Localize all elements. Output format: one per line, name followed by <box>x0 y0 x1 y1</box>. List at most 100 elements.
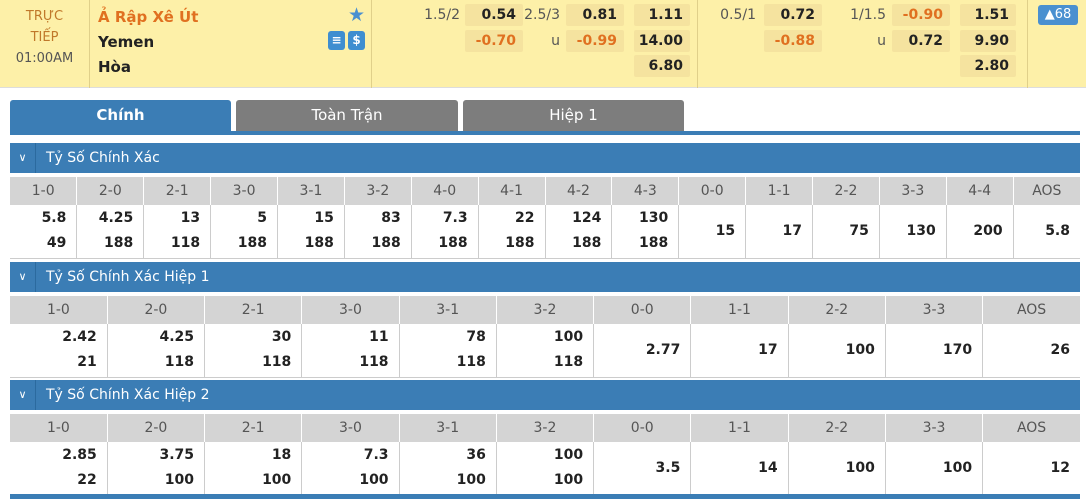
odds-cell[interactable]: 1.51 <box>960 4 1016 26</box>
score-odds-cell[interactable]: 7.3 100 <box>301 442 400 496</box>
tab-main[interactable]: Chính <box>10 100 231 135</box>
score-odds-cell[interactable]: 130 <box>879 205 947 259</box>
score-odds-cell[interactable]: 4.25 188 <box>76 205 145 259</box>
score-odds-cell[interactable]: 17 <box>690 324 789 378</box>
odds-cell[interactable]: 0.81 <box>566 4 624 26</box>
score-odds-cell[interactable]: 2.42 21 <box>10 324 108 378</box>
score-odds-cell[interactable]: 83 188 <box>344 205 412 259</box>
tab-fulltime[interactable]: Toàn Trận <box>236 100 458 131</box>
home-odds[interactable]: 4.25 <box>98 210 134 227</box>
dollar-icon[interactable]: $ <box>348 31 365 50</box>
odds-cell[interactable]: 0.72 <box>764 4 822 26</box>
home-odds[interactable]: 2.42 <box>62 329 97 346</box>
home-odds[interactable]: 5 <box>257 210 267 227</box>
home-odds[interactable]: 4.25 <box>159 329 195 346</box>
home-odds[interactable]: 130 <box>906 222 936 239</box>
home-odds[interactable]: 124 <box>572 210 602 227</box>
away-team[interactable]: Yemen <box>98 33 155 51</box>
chevron-down-icon[interactable]: ∨ <box>10 143 36 173</box>
score-odds-cell[interactable]: 22 188 <box>478 205 546 259</box>
home-odds[interactable]: 3.5 <box>655 459 681 476</box>
section-header[interactable]: ∨ Tỷ Số Chính Xác <box>10 143 1080 173</box>
away-odds[interactable]: 188 <box>371 235 401 252</box>
away-odds[interactable]: 118 <box>164 354 195 371</box>
score-odds-cell[interactable]: 14 <box>690 442 789 496</box>
score-odds-cell[interactable]: 26 <box>982 324 1080 378</box>
home-odds[interactable]: 26 <box>1050 341 1070 358</box>
home-odds[interactable]: 3.75 <box>159 447 195 464</box>
score-odds-cell[interactable]: 75 <box>812 205 880 259</box>
home-odds[interactable]: 17 <box>758 341 778 358</box>
score-odds-cell[interactable]: 4.25 118 <box>107 324 206 378</box>
score-odds-cell[interactable]: 15 188 <box>277 205 345 259</box>
score-odds-cell[interactable]: 5 188 <box>210 205 278 259</box>
home-odds[interactable]: 36 <box>466 447 486 464</box>
home-odds[interactable]: 5.8 <box>41 210 67 227</box>
away-odds[interactable]: 118 <box>456 354 486 371</box>
chevron-down-icon[interactable]: ∨ <box>10 262 36 292</box>
home-odds[interactable]: 13 <box>180 210 201 227</box>
home-odds[interactable]: 170 <box>942 341 973 358</box>
tab-half1[interactable]: Hiệp 1 <box>463 100 684 131</box>
score-odds-cell[interactable]: 5.8 49 <box>10 205 78 259</box>
score-odds-cell[interactable]: 7.3 188 <box>411 205 479 259</box>
away-odds[interactable]: 118 <box>170 235 201 252</box>
home-odds[interactable]: 75 <box>849 222 869 239</box>
home-odds[interactable]: 12 <box>1050 459 1070 476</box>
home-odds[interactable]: 22 <box>515 210 535 227</box>
odds-cell[interactable]: 1.11 <box>634 4 690 26</box>
star-icon[interactable]: ★ <box>347 4 365 26</box>
odds-cell[interactable]: 0.72 <box>892 30 950 52</box>
score-odds-cell[interactable]: 100 <box>885 442 984 496</box>
score-odds-cell[interactable]: 200 <box>946 205 1014 259</box>
away-odds[interactable]: 22 <box>77 472 97 489</box>
away-odds[interactable]: 100 <box>262 472 292 489</box>
home-odds[interactable]: 14 <box>758 459 778 476</box>
away-odds[interactable]: 118 <box>553 354 584 371</box>
score-odds-cell[interactable]: 15 <box>678 205 747 259</box>
home-odds[interactable]: 100 <box>845 459 875 476</box>
away-odds[interactable]: 188 <box>237 235 267 252</box>
home-odds[interactable]: 200 <box>973 222 1003 239</box>
away-odds[interactable]: 100 <box>553 472 584 489</box>
home-odds[interactable]: 130 <box>639 210 669 227</box>
away-odds[interactable]: 49 <box>46 235 67 252</box>
home-odds[interactable]: 7.3 <box>442 210 468 227</box>
away-odds[interactable]: 100 <box>164 472 195 489</box>
home-odds[interactable]: 11 <box>369 329 389 346</box>
score-odds-cell[interactable]: 36 100 <box>399 442 497 496</box>
home-odds[interactable]: 100 <box>942 459 973 476</box>
score-odds-cell[interactable]: 100 100 <box>496 442 595 496</box>
section-header[interactable]: ∨ Tỷ Số Chính Xác Hiệp 2 <box>10 380 1080 410</box>
chevron-down-icon[interactable]: ∨ <box>10 380 36 410</box>
home-odds[interactable]: 100 <box>553 447 584 464</box>
home-odds[interactable]: 100 <box>553 329 584 346</box>
score-odds-cell[interactable]: 3.5 <box>593 442 692 496</box>
home-odds[interactable]: 100 <box>845 341 875 358</box>
home-odds[interactable]: 78 <box>466 329 486 346</box>
score-odds-cell[interactable]: 5.8 <box>1013 205 1080 259</box>
odds-cell[interactable]: 2.80 <box>960 55 1016 77</box>
home-odds[interactable]: 7.3 <box>363 447 389 464</box>
home-odds[interactable]: 5.8 <box>1045 222 1070 239</box>
away-odds[interactable]: 188 <box>304 235 334 252</box>
home-odds[interactable]: 2.85 <box>62 447 97 464</box>
score-odds-cell[interactable]: 12 <box>982 442 1080 496</box>
score-odds-cell[interactable]: 124 188 <box>545 205 613 259</box>
score-odds-cell[interactable]: 100 118 <box>496 324 595 378</box>
score-odds-cell[interactable]: 100 <box>788 442 886 496</box>
score-odds-cell[interactable]: 17 <box>745 205 813 259</box>
away-odds[interactable]: 21 <box>77 354 97 371</box>
away-odds[interactable]: 118 <box>262 354 292 371</box>
away-odds[interactable]: 188 <box>639 235 669 252</box>
home-odds[interactable]: 2.77 <box>645 341 681 358</box>
odds-cell[interactable]: -0.99 <box>566 30 624 52</box>
score-odds-cell[interactable]: 130 188 <box>611 205 680 259</box>
score-odds-cell[interactable]: 30 118 <box>204 324 303 378</box>
away-odds[interactable]: 100 <box>359 472 389 489</box>
score-odds-cell[interactable]: 18 100 <box>204 442 303 496</box>
section-header[interactable]: ∨ Tỷ Số Chính Xác Hiệp 1 <box>10 262 1080 292</box>
score-odds-cell[interactable]: 78 118 <box>399 324 497 378</box>
score-odds-cell[interactable]: 11 118 <box>301 324 400 378</box>
odds-cell[interactable]: -0.70 <box>465 30 523 52</box>
